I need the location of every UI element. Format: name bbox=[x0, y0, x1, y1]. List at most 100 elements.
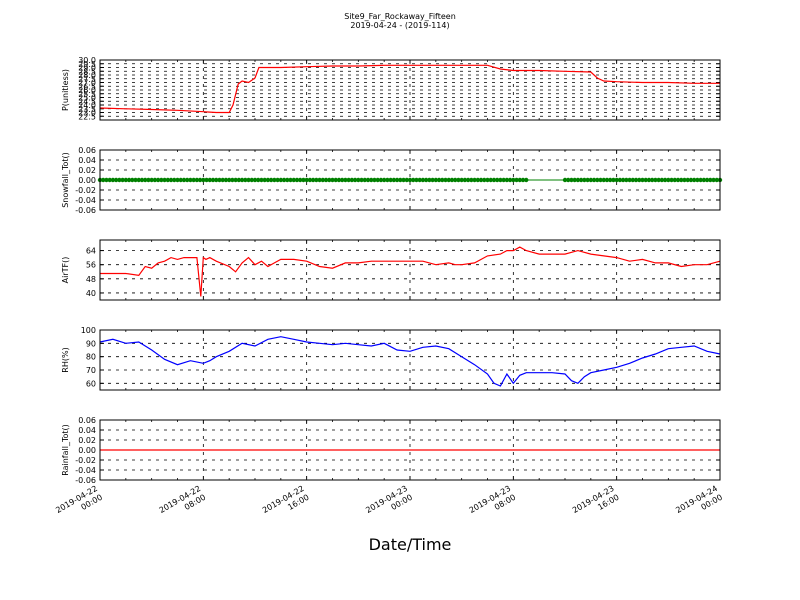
snowfall-point bbox=[617, 177, 623, 183]
snowfall-point bbox=[417, 177, 422, 183]
snowfall-point bbox=[649, 177, 655, 183]
y-tick-label: 0.02 bbox=[78, 166, 96, 175]
snowfall-point bbox=[168, 177, 174, 183]
snowfall-point bbox=[582, 177, 587, 183]
snowfall-point bbox=[385, 177, 390, 183]
x-axis-label: Date/Time bbox=[369, 535, 452, 554]
snowfall-point bbox=[608, 177, 613, 183]
snowfall-point bbox=[475, 177, 481, 183]
panel-frame bbox=[99, 329, 721, 391]
snowfall-point bbox=[343, 177, 348, 183]
snowfall-point bbox=[104, 177, 109, 183]
snowfall-point bbox=[123, 177, 129, 183]
snowfall-point bbox=[620, 177, 626, 183]
snowfall-point bbox=[314, 177, 319, 183]
snowfall-point bbox=[217, 177, 222, 183]
snowfall-point bbox=[411, 177, 416, 183]
snowfall-point bbox=[695, 177, 700, 183]
snowfall-point bbox=[498, 177, 503, 183]
snowfall-point bbox=[243, 177, 248, 183]
snowfall-point bbox=[394, 177, 400, 183]
snowfall-point bbox=[246, 177, 251, 183]
snowfall-point bbox=[252, 177, 258, 183]
y-tick-label: 28.5 bbox=[78, 67, 96, 76]
y-tick-label: 30.0 bbox=[78, 56, 96, 65]
snowfall-point bbox=[698, 177, 703, 183]
x-tick-label: 2019-04-2300:00 bbox=[364, 484, 414, 524]
y-tick-label: 23.5 bbox=[78, 105, 96, 114]
snowfall-point bbox=[391, 177, 397, 183]
snowfall-point bbox=[478, 177, 484, 183]
snowfall-point bbox=[446, 177, 451, 183]
snowfall-point bbox=[436, 177, 442, 183]
snowfall-point bbox=[666, 177, 671, 183]
snowfall-point bbox=[194, 177, 200, 183]
snowfall-point bbox=[133, 177, 138, 183]
snowfall-point bbox=[427, 177, 432, 183]
snowfall-point bbox=[207, 177, 212, 183]
snowfall-point bbox=[598, 177, 603, 183]
snowfall-point bbox=[604, 177, 610, 183]
panel-3: 64 56 48 40 AirTF() bbox=[61, 239, 721, 301]
snowfall-point bbox=[685, 177, 690, 183]
y-tick-label: 27.0 bbox=[78, 79, 96, 88]
snowfall-point bbox=[485, 177, 490, 183]
snowfall-point bbox=[688, 177, 694, 183]
snowfall-point bbox=[230, 177, 235, 183]
snowfall-point bbox=[388, 177, 393, 183]
snowfall-point bbox=[653, 177, 658, 183]
snowfall-point bbox=[162, 177, 167, 183]
snowfall-point bbox=[708, 177, 713, 183]
snowfall-point bbox=[585, 177, 590, 183]
panel-frame bbox=[99, 149, 721, 211]
snowfall-point bbox=[682, 177, 687, 183]
snowfall-point bbox=[443, 177, 448, 183]
y-axis-label: P(unitless) bbox=[61, 69, 70, 111]
snowfall-point bbox=[679, 177, 684, 183]
x-tick-label: 2019-04-2200:00 bbox=[54, 484, 104, 524]
snowfall-point bbox=[126, 177, 132, 183]
snowfall-point bbox=[646, 177, 652, 183]
snowfall-point bbox=[407, 177, 413, 183]
panel-5: 0.060.040.020.00-0.02-0.04-0.06 Rainfall_… bbox=[61, 416, 721, 485]
snowfall-point bbox=[239, 177, 245, 183]
snowfall-point bbox=[491, 177, 497, 183]
x-tick-label: 2019-04-2208:00 bbox=[158, 484, 208, 524]
x-tick-label: 2019-04-2308:00 bbox=[468, 484, 518, 524]
snowfall-point bbox=[704, 177, 710, 183]
y-tick-label: -0.04 bbox=[75, 466, 96, 475]
series-line bbox=[99, 64, 720, 114]
snowfall-point bbox=[659, 177, 665, 183]
snowfall-point bbox=[307, 177, 313, 183]
snowfall-point bbox=[333, 177, 338, 183]
snowfall-point bbox=[381, 177, 387, 183]
snowfall-point bbox=[191, 177, 196, 183]
snowfall-point bbox=[662, 177, 668, 183]
snowfall-point bbox=[572, 177, 577, 183]
y-tick-label: -0.06 bbox=[75, 476, 96, 485]
snowfall-point bbox=[456, 177, 461, 183]
snowfall-point bbox=[143, 177, 148, 183]
snowfall-point bbox=[139, 177, 145, 183]
snowfall-point bbox=[669, 177, 674, 183]
y-tick-label: 29.5 bbox=[78, 60, 96, 69]
snowfall-point bbox=[155, 177, 161, 183]
snowfall-point bbox=[591, 177, 597, 183]
chart-title: Site9_Far_Rockaway_Fifteen bbox=[344, 12, 456, 21]
series-line bbox=[100, 246, 721, 297]
snowfall-point bbox=[146, 177, 151, 183]
y-tick-label: -0.02 bbox=[75, 186, 96, 195]
snowfall-point bbox=[462, 177, 468, 183]
snowfall-point bbox=[643, 177, 648, 183]
snowfall-point bbox=[256, 177, 261, 183]
snowfall-point bbox=[588, 177, 594, 183]
y-tick-label: 80 bbox=[86, 353, 96, 362]
y-tick-label: 70 bbox=[86, 366, 96, 375]
y-tick-label: 0.06 bbox=[78, 416, 96, 425]
snowfall-point bbox=[633, 177, 639, 183]
snowfall-point bbox=[372, 177, 377, 183]
snowfall-point bbox=[336, 177, 342, 183]
snowfall-point bbox=[301, 177, 306, 183]
snowfall-point bbox=[349, 177, 355, 183]
